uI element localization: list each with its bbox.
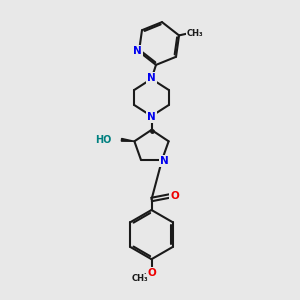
Text: CH₃: CH₃ xyxy=(187,28,203,38)
Text: O: O xyxy=(170,190,179,201)
Text: N: N xyxy=(160,156,168,166)
Text: N: N xyxy=(147,112,156,122)
Text: N: N xyxy=(147,73,156,83)
Text: HO: HO xyxy=(95,135,111,145)
Text: N: N xyxy=(133,46,142,56)
Text: O: O xyxy=(147,268,156,278)
Polygon shape xyxy=(121,139,134,141)
Text: CH₃: CH₃ xyxy=(131,274,148,283)
